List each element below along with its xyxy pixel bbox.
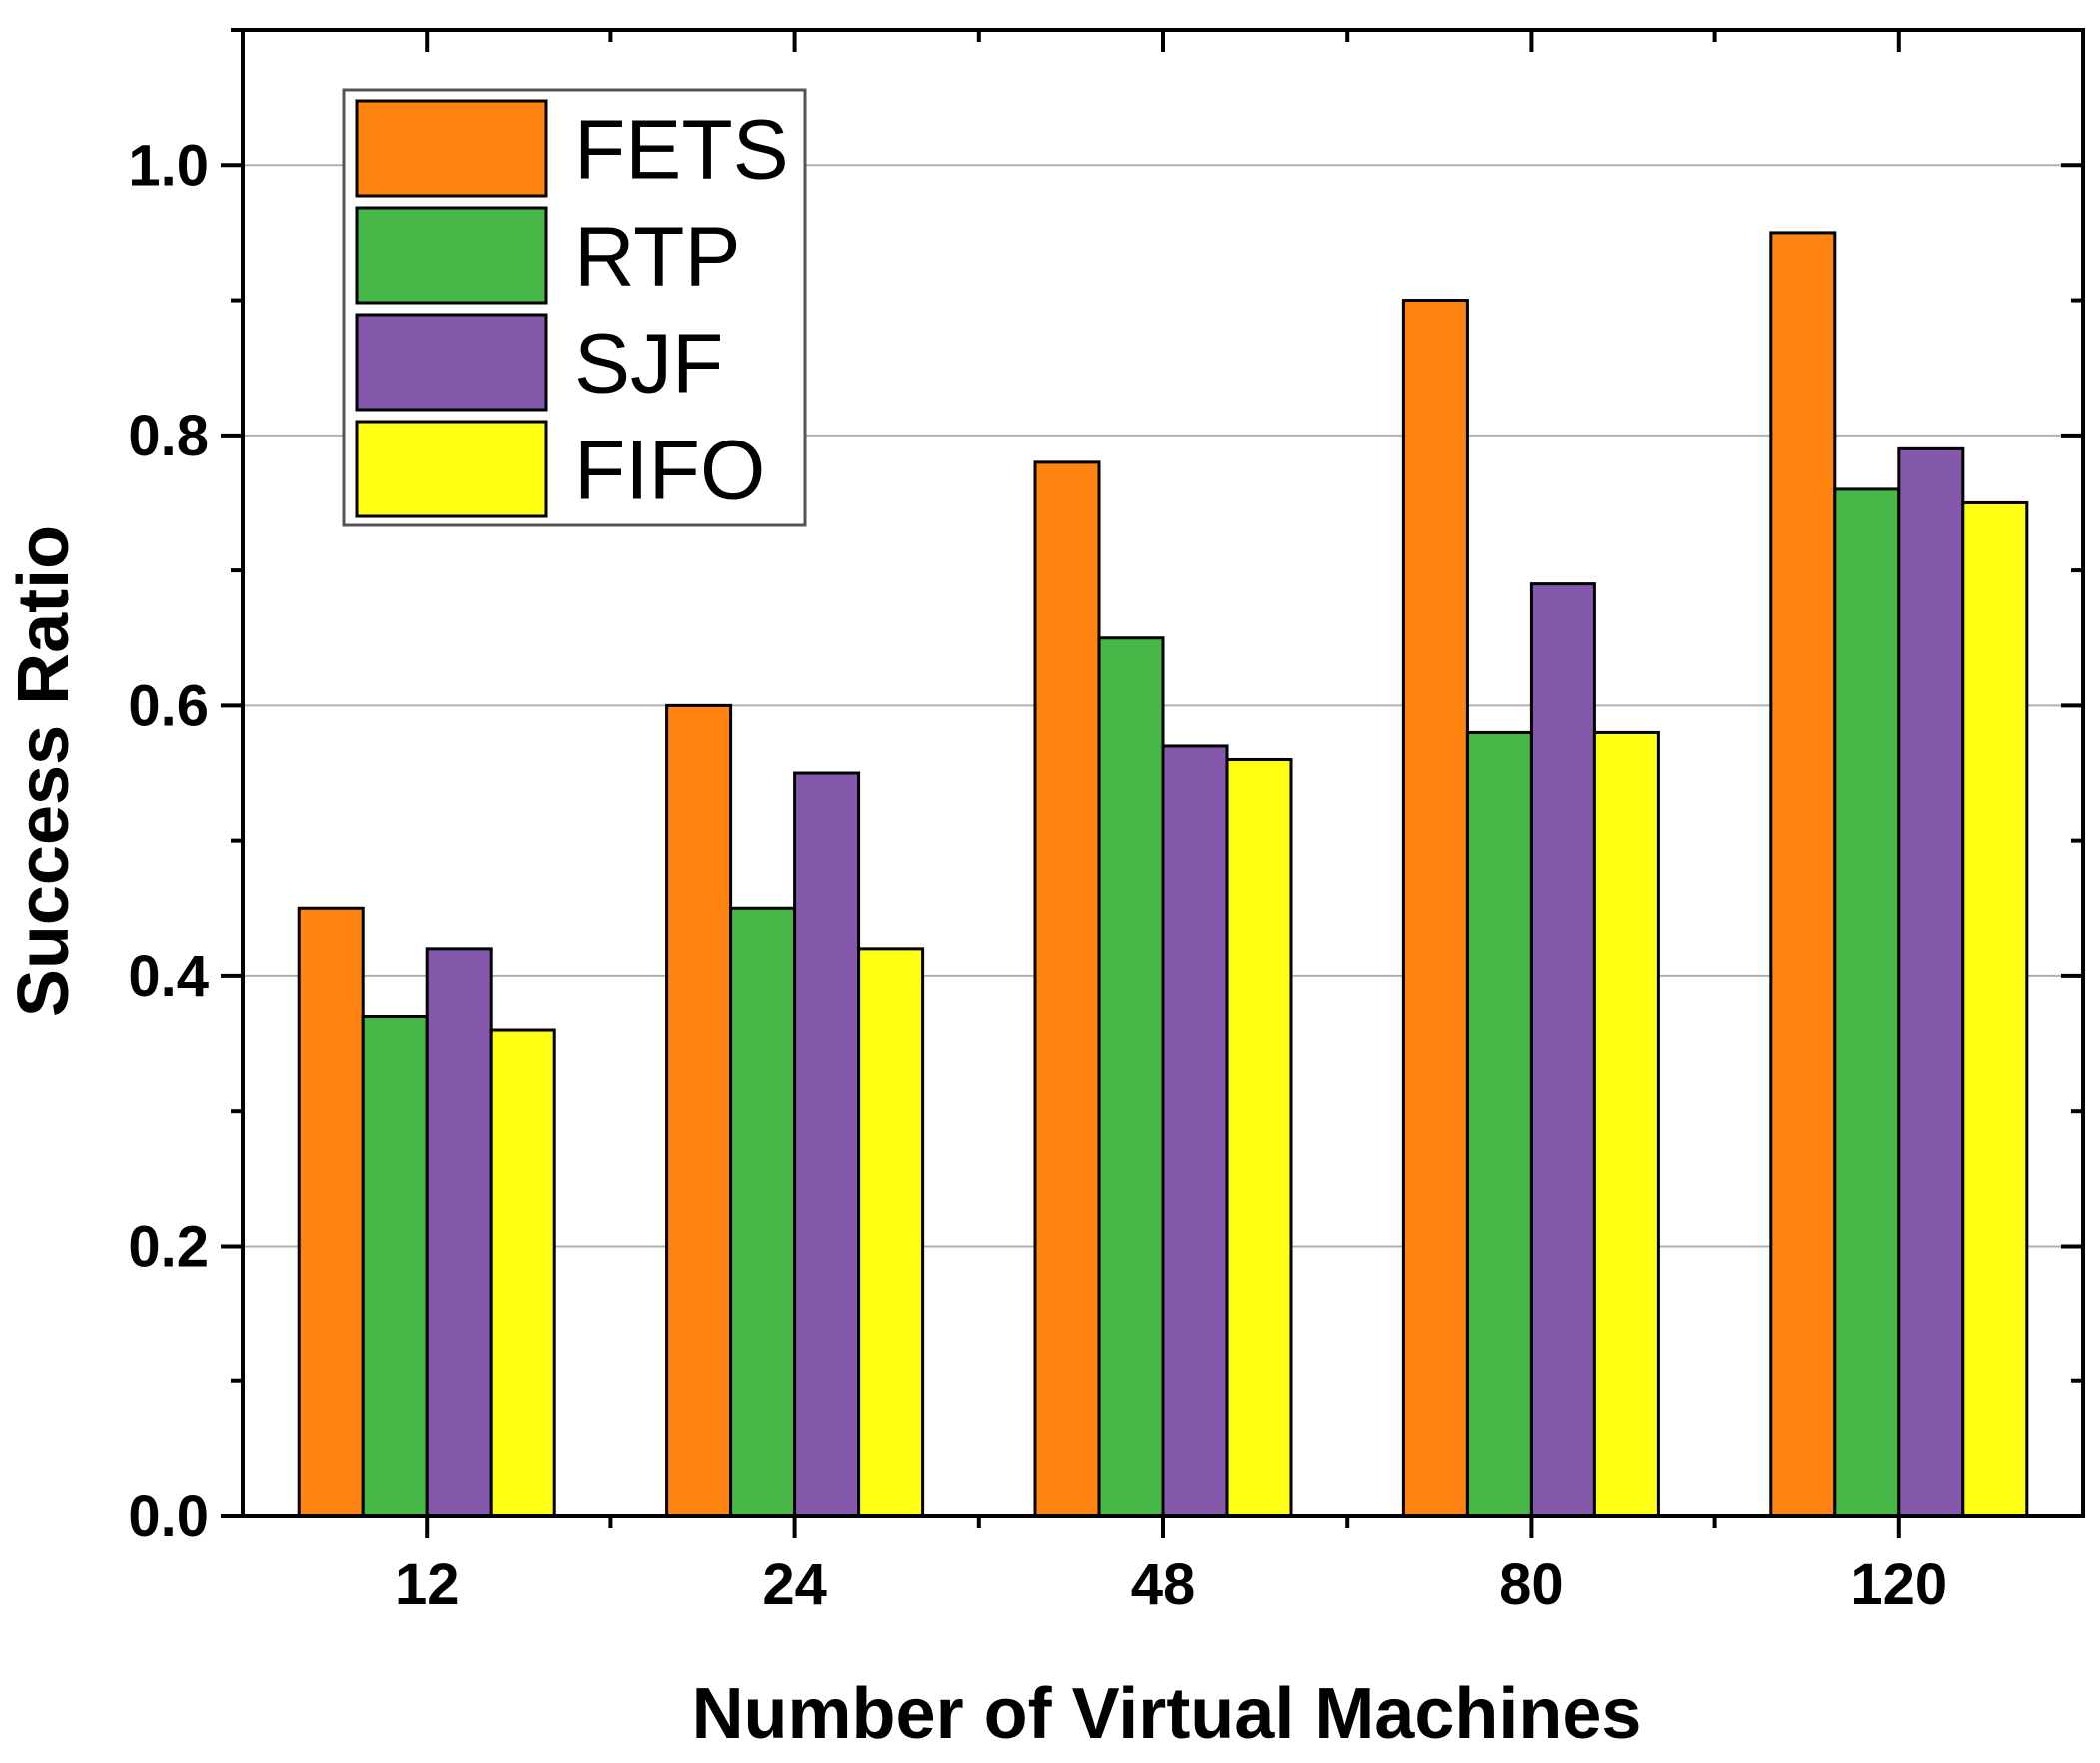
y-tick-label: 0.0 (128, 1484, 209, 1549)
bar-fifo-80 (1592, 730, 1660, 1518)
x-tick-label-12: 12 (395, 1552, 460, 1617)
bar-sjf-48 (1161, 744, 1229, 1518)
bars (297, 231, 2029, 1518)
legend-swatch-rtp (355, 206, 548, 305)
y-tick-label: 0.4 (128, 944, 209, 1009)
y-tick-label: 0.8 (128, 404, 209, 468)
bar-fets-120 (1769, 231, 1837, 1518)
x-axis-title: Number of Virtual Machines (692, 1674, 1642, 1754)
legend-label-sjf: SJF (574, 317, 723, 411)
bar-sjf-24 (793, 771, 861, 1518)
legend-label-fets: FETS (574, 103, 789, 197)
bar-rtp-12 (361, 1014, 429, 1518)
legend-swatch-sjf (355, 313, 548, 412)
bar-fets-80 (1401, 299, 1469, 1518)
y-tick-label: 0.2 (128, 1214, 209, 1279)
bar-fifo-120 (1961, 500, 2029, 1518)
bar-sjf-12 (425, 947, 493, 1518)
bar-fifo-48 (1225, 757, 1293, 1518)
y-tick-label: 0.6 (128, 673, 209, 738)
x-tick-label-48: 48 (1131, 1552, 1196, 1617)
legend-label-rtp: RTP (574, 210, 740, 304)
bar-rtp-24 (729, 906, 797, 1518)
legend: FETS RTP SJF FIFO (342, 88, 807, 527)
bar-rtp-120 (1833, 487, 1901, 1518)
bar-fets-12 (297, 906, 365, 1518)
bar-sjf-80 (1529, 582, 1596, 1518)
y-tick-label: 1.0 (128, 133, 209, 198)
legend-label-fifo: FIFO (574, 424, 765, 517)
bar-sjf-120 (1897, 446, 1965, 1518)
bar-rtp-48 (1097, 636, 1165, 1518)
x-tick-label-80: 80 (1499, 1552, 1564, 1617)
bar-rtp-80 (1465, 730, 1533, 1518)
ticks (221, 28, 2083, 1538)
legend-swatch-fifo (355, 420, 548, 518)
bar-fets-24 (665, 703, 733, 1518)
x-tick-label-24: 24 (762, 1552, 827, 1617)
legend-swatch-fets (355, 99, 548, 198)
tick-labels: 0.0 0.2 0.4 0.6 0.8 1.0 12 24 48 80 120 (128, 133, 1947, 1617)
x-tick-label-120: 120 (1850, 1552, 1947, 1617)
bar-fifo-12 (489, 1028, 556, 1518)
bar-fets-48 (1033, 460, 1101, 1518)
y-axis-title: Success Ratio (4, 525, 84, 1017)
bar-fifo-24 (857, 947, 925, 1518)
legend-items: FETS RTP SJF FIFO (355, 99, 789, 518)
